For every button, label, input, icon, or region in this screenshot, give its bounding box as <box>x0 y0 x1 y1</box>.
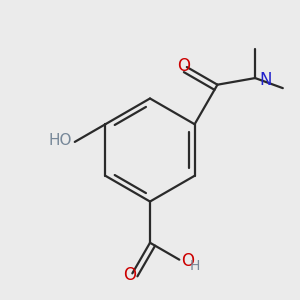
Text: O: O <box>177 57 190 75</box>
Text: HO: HO <box>48 133 72 148</box>
Text: N: N <box>260 70 272 88</box>
Text: O: O <box>123 266 136 284</box>
Text: H: H <box>190 259 200 273</box>
Text: O: O <box>181 252 194 270</box>
